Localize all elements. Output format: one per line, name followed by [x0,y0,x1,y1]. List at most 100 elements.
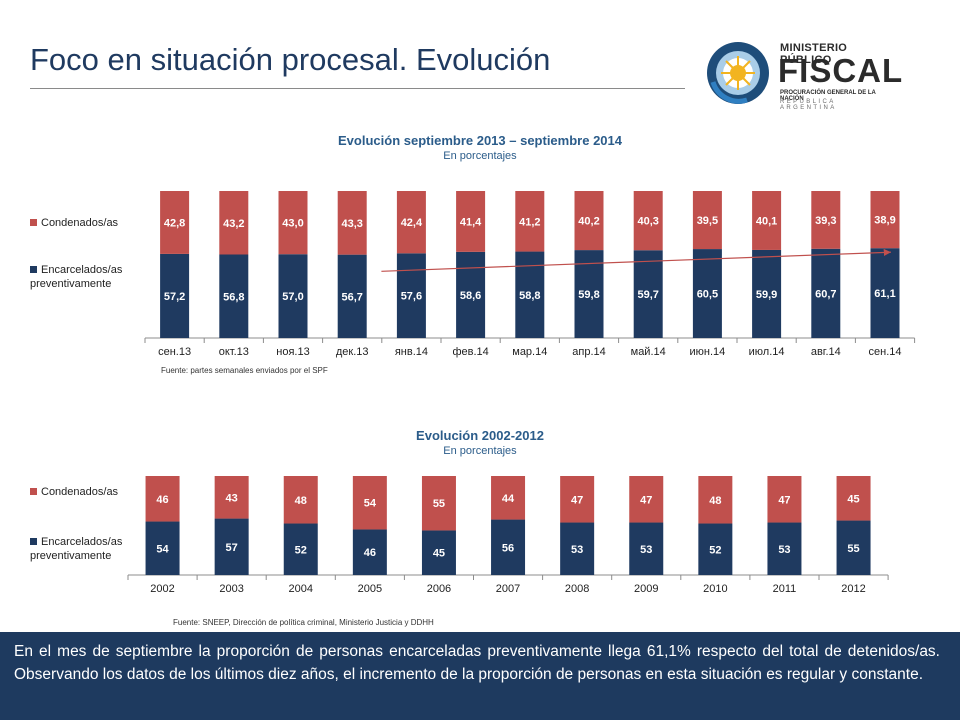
chart2-x-tick-label: 2012 [841,583,865,595]
chart1-legend-label-encarcelados-cont: preventivamente [30,278,111,290]
chart1-bar-encarcelados [692,249,722,338]
chart1-label-condenados: 42,8 [164,217,185,229]
chart2-bar-condenados [214,476,249,519]
chart2-bar-encarcelados [283,523,318,575]
chart2-bar-encarcelados [836,520,871,575]
chart1-bar-encarcelados [396,253,426,338]
chart2-legend-label-encarcelados: Encarcelados/as [41,536,123,548]
chart1-legend-swatch-encarcelados [30,266,37,273]
chart1-bar-condenados [692,191,722,250]
chart1-label-encarcelados: 58,8 [519,290,540,302]
chart1-label-condenados: 41,4 [460,216,482,228]
chart1-label-condenados: 40,2 [578,216,599,228]
chart1-bar-encarcelados [811,248,841,338]
chart2-legend-label-encarcelados-cont: preventivamente [30,550,111,562]
chart1-x-tick-label: янв.14 [395,346,428,358]
chart2-bar-encarcelados [629,522,664,575]
chart1-label-condenados: 41,2 [519,216,540,228]
chart2-label-encarcelados: 53 [778,544,790,556]
chart2-bar-condenados [698,476,733,524]
chart1-x-tick-label: сен.13 [158,346,191,358]
chart1-bar-condenados [752,191,782,250]
chart2-label-encarcelados: 53 [640,544,652,556]
chart1-bar-encarcelados [633,250,663,338]
chart1-label-condenados: 43,2 [223,218,244,230]
chart2-bar-condenados [283,476,318,524]
chart1-label-encarcelados: 57,2 [164,291,185,303]
chart2-label-condenados: 55 [433,498,445,510]
logo-line-fiscal: FISCAL [778,52,904,89]
chart1-bar-condenados [633,191,663,251]
chart1-bar-condenados [160,191,190,254]
chart1-bar-condenados [219,191,249,255]
chart2-x-tick-label: 2007 [496,583,520,595]
chart1-legend-swatch-condenados [30,219,37,226]
chart2-bar-condenados [836,476,871,521]
chart2-bar-encarcelados [352,529,387,575]
chart2-subtitle: En porcentajes [443,445,517,457]
chart1-label-condenados: 43,3 [341,218,362,230]
chart1-x-tick-label: мар.14 [512,346,547,358]
chart1-bar-encarcelados [278,254,308,338]
chart2-label-encarcelados: 56 [502,542,514,554]
chart2-x-tick-label: 2003 [219,583,243,595]
chart2-x-tick-label: 2009 [634,583,658,595]
chart1-label-encarcelados: 59,7 [637,289,658,301]
chart1-label-encarcelados: 58,6 [460,290,481,302]
chart1-plot: 57,2 42,8 сен.13 56,8 43,2 окт.13 57,0 43,0 ноя.… [30,191,916,358]
chart1-label-encarcelados: 61,1 [874,288,895,300]
chart1-x-tick-label: апр.14 [572,346,605,358]
chart1-bar-condenados [337,191,367,255]
logo-line-republica: REPÚBLICA ARGENTINA [780,99,837,111]
chart1-bar-condenados [574,191,604,251]
chart1-bar-encarcelados [456,251,486,338]
chart1-bar-encarcelados [337,254,367,338]
chart2-legend-swatch-encarcelados [30,538,37,545]
chart1-bar-condenados [278,191,308,255]
chart2-legend-label-condenados: Condenados/as [41,486,119,498]
chart2-x-tick-label: 2011 [773,583,797,595]
chart2-source: Fuente: SNEEP, Dirección de política cri… [173,618,434,627]
chart1-x-tick-label: июн.14 [690,346,726,358]
chart2-label-condenados: 54 [364,498,377,510]
chart1-x-tick-label: сен.14 [869,346,902,358]
chart1-bar-encarcelados [219,254,249,338]
footer-banner: En el mes de septiembre la proporción de… [0,632,960,720]
chart2-label-encarcelados: 46 [364,547,376,559]
chart2-x-tick-label: 2002 [150,583,174,595]
chart1-subtitle: En porcentajes [443,150,517,162]
chart2-label-encarcelados: 52 [709,544,721,556]
chart2-x-tick-label: 2004 [289,583,313,595]
chart1-source: Fuente: partes semanales enviados por el… [161,366,328,375]
chart2-bar-condenados [767,476,802,523]
chart2-label-encarcelados: 55 [847,543,859,555]
chart2-bar-encarcelados [560,522,595,575]
ministerio-logo: MINISTERIO PÚBLICO FISCAL PROCURACIÓN GE… [705,38,902,111]
chart2-label-condenados: 44 [502,493,515,505]
chart2-label-encarcelados: 52 [295,544,307,556]
chart1-bar-encarcelados [574,250,604,338]
chart2-label-condenados: 45 [847,493,859,505]
chart1-x-tick-label: июл.14 [749,346,785,358]
chart2-label-encarcelados: 54 [156,543,169,555]
chart1-label-condenados: 38,9 [874,215,895,227]
chart2-x-tick-label: 2008 [565,583,589,595]
chart2-bar-condenados [560,476,595,523]
chart1-bar-condenados [396,191,426,254]
chart1-label-condenados: 39,3 [815,215,836,227]
chart2-plot: 54 46 2002 57 43 2003 52 48 2004 46 54 2005 45 55 2006… [30,476,889,595]
chart1-label-condenados: 40,3 [637,216,658,228]
chart1-x-tick-label: окт.13 [219,346,249,358]
chart2-bar-condenados [352,476,387,530]
chart2-label-condenados: 47 [640,494,652,506]
chart2-label-condenados: 47 [571,494,583,506]
chart1-bar-encarcelados [870,248,900,338]
chart2-bar-condenados [421,476,456,531]
logo-line-ministerio: MINISTERIO PÚBLICO [780,42,848,66]
chart1-bar-encarcelados [160,253,190,338]
chart1-bar-condenados [811,191,841,249]
chart1-label-condenados: 42,4 [401,217,423,229]
chart1-bar-encarcelados [752,249,782,338]
chart2-label-encarcelados: 45 [433,548,445,560]
footer-text: En el mes de septiembre la proporción de… [14,643,940,683]
